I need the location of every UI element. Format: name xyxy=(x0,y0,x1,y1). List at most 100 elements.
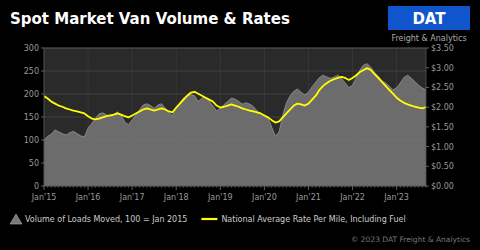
tick xyxy=(330,186,331,188)
legend: Volume of Loads Moved, 100 = Jan 2015Nat… xyxy=(10,214,406,224)
tick xyxy=(304,186,305,188)
tick xyxy=(154,186,155,188)
tick xyxy=(77,186,78,188)
tick xyxy=(253,186,254,188)
tick xyxy=(326,186,327,188)
tick xyxy=(381,186,382,188)
tick xyxy=(426,48,429,49)
tick xyxy=(88,186,89,190)
tick xyxy=(139,186,140,188)
tick-label: $3.00 xyxy=(431,64,454,73)
tick xyxy=(359,186,360,188)
tick xyxy=(352,186,353,190)
logo-subtext: Freight & Analytics xyxy=(391,34,466,43)
data-group xyxy=(44,64,426,186)
tick xyxy=(378,186,379,188)
tick xyxy=(47,186,48,188)
tick xyxy=(41,94,44,95)
chart: Spot Market Van Volume & RatesDATFreight… xyxy=(0,0,480,250)
tick xyxy=(128,186,129,188)
tick xyxy=(183,186,184,188)
tick xyxy=(426,67,429,68)
legend-label: National Average Rate Per Mile, Includin… xyxy=(221,215,405,224)
tick-label: Jan'17 xyxy=(119,193,145,202)
title: Spot Market Van Volume & Rates xyxy=(10,10,290,28)
tick xyxy=(80,186,81,188)
tick xyxy=(370,186,371,188)
tick xyxy=(407,186,408,188)
tick-label: Jan'23 xyxy=(383,193,409,202)
tick xyxy=(51,186,52,188)
line xyxy=(44,68,426,122)
tick-label: Jan'19 xyxy=(207,193,233,202)
tick xyxy=(363,186,364,188)
tick-label: Jan'16 xyxy=(75,193,101,202)
tick xyxy=(99,186,100,188)
tick xyxy=(73,186,74,188)
tick-label: $0.50 xyxy=(431,162,454,171)
tick xyxy=(205,186,206,188)
area-outline xyxy=(44,64,426,140)
tick xyxy=(257,186,258,188)
tick xyxy=(194,186,195,188)
tick xyxy=(216,186,217,188)
tick xyxy=(132,186,133,190)
tick-label: Jan'22 xyxy=(339,193,365,202)
tick xyxy=(315,186,316,188)
tick xyxy=(238,186,239,188)
tick xyxy=(374,186,375,188)
tick-label: 150 xyxy=(24,113,39,122)
tick-label: $0.00 xyxy=(431,182,454,191)
tick xyxy=(102,186,103,188)
tick xyxy=(201,186,202,188)
tick-label: $3.50 xyxy=(431,44,454,53)
tick xyxy=(231,186,232,188)
tick xyxy=(334,186,335,188)
tick-label: $1.00 xyxy=(431,143,454,152)
area xyxy=(44,64,426,186)
tick xyxy=(84,186,85,188)
tick xyxy=(41,48,44,49)
tick xyxy=(426,146,429,147)
tick xyxy=(308,186,309,190)
tick xyxy=(223,186,224,188)
tick xyxy=(426,87,429,88)
plot-area xyxy=(44,48,426,186)
tick xyxy=(161,186,162,188)
tick xyxy=(190,186,191,188)
legend-swatch xyxy=(201,218,217,220)
plot-frame xyxy=(44,48,426,186)
tick xyxy=(143,186,144,188)
tick xyxy=(172,186,173,188)
tick xyxy=(198,186,199,188)
tick xyxy=(113,186,114,188)
tick-label: $2.00 xyxy=(431,103,454,112)
tick xyxy=(297,186,298,188)
tick xyxy=(411,186,412,188)
tick xyxy=(110,186,111,188)
tick xyxy=(66,186,67,188)
tick-label: 200 xyxy=(24,90,39,99)
tick xyxy=(179,186,180,188)
tick xyxy=(396,186,397,190)
tick-label: Jan'20 xyxy=(251,193,277,202)
tick xyxy=(124,186,125,188)
logo-box xyxy=(388,6,470,30)
tick xyxy=(187,186,188,188)
tick xyxy=(249,186,250,188)
tick xyxy=(212,186,213,188)
tick xyxy=(414,186,415,188)
tick xyxy=(165,186,166,188)
tick-label: Jan'18 xyxy=(163,193,189,202)
tick xyxy=(41,140,44,141)
tick xyxy=(356,186,357,188)
tick xyxy=(168,186,169,188)
tick xyxy=(367,186,368,188)
tick xyxy=(41,163,44,164)
tick xyxy=(301,186,302,188)
tick xyxy=(389,186,390,188)
tick xyxy=(385,186,386,188)
tick-label: $1.50 xyxy=(431,123,454,132)
tick-label: 100 xyxy=(24,136,39,145)
copyright: © 2023 DAT Freight & Analytics xyxy=(351,235,470,244)
